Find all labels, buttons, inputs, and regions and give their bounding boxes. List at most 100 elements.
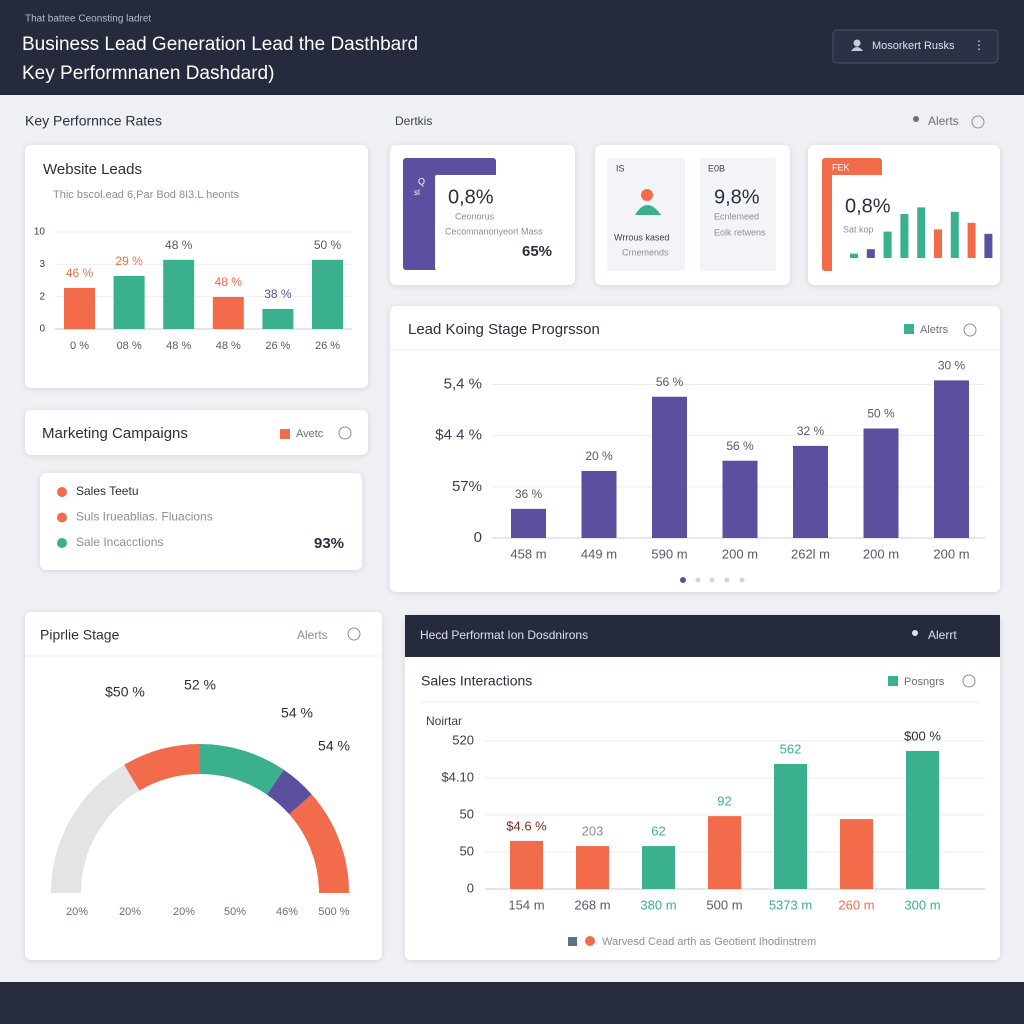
bar (163, 259, 195, 329)
bar (652, 396, 687, 538)
legend-swatch (568, 937, 577, 946)
bar (510, 840, 543, 889)
y-tick-label: 57% (452, 478, 482, 495)
axis-label: Noirtar (426, 714, 462, 728)
data-label: 46 % (66, 266, 94, 280)
legend-swatch (585, 936, 595, 946)
footer-bar (0, 982, 1024, 1024)
card-title: Piprlie Stage (40, 627, 120, 643)
info-icon[interactable] (338, 426, 352, 440)
card-header-alert[interactable]: Alerrt (928, 628, 957, 642)
info-icon[interactable] (347, 627, 361, 641)
bar (863, 428, 899, 538)
user-icon (851, 47, 863, 51)
y-tick-label: 50 (460, 806, 474, 821)
page-dot[interactable] (680, 577, 686, 583)
x-tick-label: 268 m (574, 897, 610, 912)
y-tick-label: 0 (39, 324, 45, 335)
list-item: Suls Irueablias. Fluacions (76, 510, 213, 524)
mini-bar (967, 222, 976, 258)
data-label: 50 % (867, 407, 895, 421)
bar (312, 259, 343, 329)
person-icon (641, 189, 653, 201)
data-label: $00 % (904, 728, 941, 743)
panel-line: Ecnlemeed (714, 211, 759, 221)
x-tick-label: 262l m (791, 546, 830, 561)
bar (113, 275, 145, 329)
bar (722, 460, 758, 538)
page-dot[interactable] (724, 577, 730, 583)
info-icon[interactable] (971, 115, 985, 129)
x-tick-label: 08 % (117, 340, 142, 352)
metric-line: Sat kop (843, 224, 874, 234)
gauge-segment (266, 769, 312, 815)
card-title: Website Leads (43, 161, 142, 178)
data-label: 203 (582, 824, 604, 839)
x-tick-label: 300 m (904, 897, 940, 912)
mini-bar (917, 207, 926, 258)
scale-label: 50% (224, 906, 246, 918)
bar (511, 508, 546, 538)
info-icon[interactable] (962, 674, 976, 688)
button-label[interactable]: Mosorkert Rusks (872, 40, 955, 52)
menu-icon[interactable]: ⋮ (973, 38, 985, 52)
section-title: Dertkis (395, 114, 432, 128)
bar (262, 308, 294, 329)
mini-bar (984, 233, 993, 258)
page-dot[interactable] (739, 577, 745, 583)
gauge-segment (51, 764, 140, 894)
card-alerts[interactable]: Alerts (297, 628, 328, 642)
data-label: 562 (780, 741, 802, 756)
scale-label: 20% (119, 906, 141, 918)
x-tick-label: 154 m (508, 897, 544, 912)
bar (840, 819, 873, 889)
list-stat: 93% (314, 535, 344, 552)
header-caption: That battee Ceonsting ladret (25, 14, 151, 25)
user-icon (912, 630, 918, 636)
legend-label[interactable]: Avetc (296, 428, 324, 440)
section-alerts[interactable]: Alerts (928, 114, 959, 128)
metric-value: 0,8% (845, 195, 891, 217)
scale-label: 20% (173, 906, 195, 918)
info-icon[interactable] (963, 323, 977, 337)
legend-swatch (888, 676, 898, 686)
list-item: Sales Teetu (76, 484, 139, 498)
bar (212, 296, 244, 329)
mini-bar (866, 249, 875, 258)
inner-panel (700, 158, 776, 271)
panel-tag: IS (616, 163, 625, 173)
page-dot[interactable] (695, 577, 701, 583)
header-title: Business Lead Generation Lead the Dasthb… (22, 34, 418, 55)
data-label: 48 % (215, 275, 243, 289)
x-tick-label: 26 % (315, 340, 340, 352)
bar (708, 816, 741, 889)
gauge-segment (199, 744, 284, 795)
card-title: Marketing Campaigns (42, 425, 188, 442)
gauge-label: 54 % (318, 738, 350, 754)
y-tick-label: 0 (467, 880, 474, 895)
legend-label[interactable]: Posngrs (904, 676, 945, 688)
page-dot[interactable] (709, 577, 715, 583)
scale-label: 46% (276, 906, 298, 918)
person-icon (635, 205, 661, 215)
legend-label[interactable]: Aletrs (920, 324, 949, 336)
user-icon (853, 39, 861, 47)
data-label: $4.6 % (506, 818, 547, 833)
card (25, 612, 382, 960)
scale-label: 500 % (318, 906, 349, 918)
bar (642, 846, 675, 889)
header-button[interactable] (832, 29, 999, 64)
bar (576, 846, 609, 889)
gauge-label: 54 % (281, 705, 313, 721)
inner-panel (435, 175, 563, 270)
card-title: Lead Koing Stage Progrsson (408, 321, 600, 338)
scale-label: 20% (66, 906, 88, 918)
x-tick-label: 590 m (651, 546, 687, 561)
card-header-title: Hecd Performat Ion Dosdnirons (420, 628, 588, 642)
gauge-label: 52 % (184, 677, 216, 693)
data-label: 48 % (165, 238, 193, 252)
x-tick-label: 0 % (70, 340, 89, 352)
x-tick-label: 200 m (933, 546, 969, 561)
card-title: Sales Interactions (421, 673, 532, 689)
mini-bar (900, 214, 909, 258)
